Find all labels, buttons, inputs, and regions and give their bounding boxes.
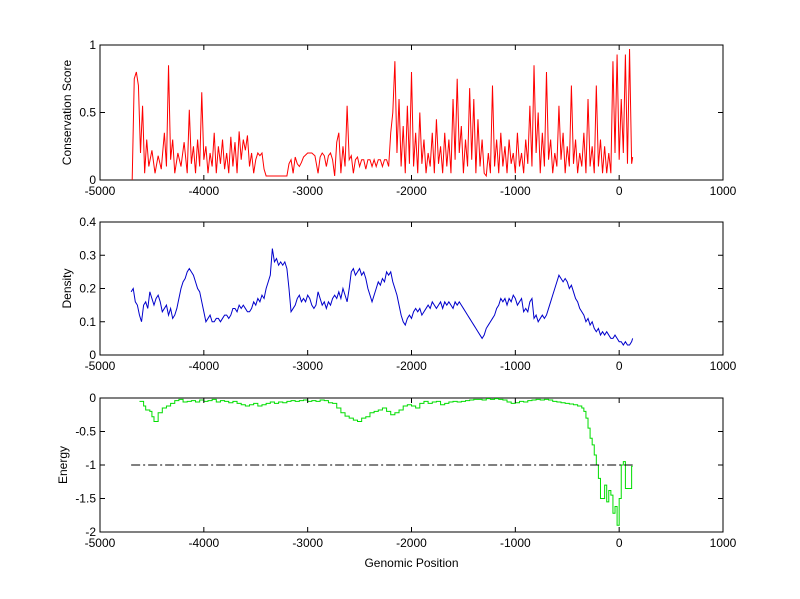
x-tick-label: -5000 [85, 359, 116, 373]
x-tick-label: -2000 [396, 359, 427, 373]
y-tick-label: 0 [89, 173, 96, 187]
x-tick-label: 0 [616, 536, 623, 550]
x-tick-label: 0 [616, 359, 623, 373]
x-tick-label: 1000 [710, 359, 737, 373]
x-tick-label: 1000 [710, 184, 737, 198]
x-tick-label: -1000 [500, 184, 531, 198]
x-axis-label: Genomic Position [364, 556, 458, 570]
x-axis-ticks: -5000 -4000 -3000 -2000 -1000 0 1000 [85, 398, 737, 550]
x-tick-label: -3000 [292, 536, 323, 550]
y-tick-label: 0.5 [79, 106, 96, 120]
y-axis-label: Density [60, 268, 74, 308]
y-tick-label: 0.4 [79, 215, 96, 229]
x-tick-label: -5000 [85, 184, 116, 198]
x-tick-label: -5000 [85, 536, 116, 550]
y-axis-label: Energy [56, 446, 70, 484]
y-tick-label: -1.5 [75, 492, 96, 506]
y-tick-label: 0.1 [79, 315, 96, 329]
y-tick-label: 0.3 [79, 248, 96, 262]
y-axis-ticks: -2 -1.5 -1 -0.5 0 [75, 391, 723, 539]
series-layer [130, 248, 634, 346]
x-axis-ticks: -5000 -4000 -3000 -2000 -1000 0 1000 [85, 45, 737, 198]
y-tick-label: 1 [89, 38, 96, 52]
y-tick-label: -0.5 [75, 425, 96, 439]
y-axis-ticks: 00.51 [79, 38, 723, 187]
series-line [130, 248, 634, 346]
panel-conservation: -5000 -4000 -3000 -2000 -1000 0 1000 00.51 Con… [60, 38, 737, 198]
x-tick-label: -2000 [396, 184, 427, 198]
x-tick-label: -4000 [188, 536, 219, 550]
y-tick-label: -2 [85, 525, 96, 539]
panel-density: -5000 -4000 -3000 -2000 -1000 0 1000 0 0.1 0.2 0.… [60, 215, 737, 373]
y-axis-label: Conservation Score [60, 59, 74, 165]
panel-energy: -5000 -4000 -3000 -2000 -1000 0 1000 -2-1.5-1-… [56, 391, 737, 570]
series-layer [131, 49, 634, 181]
x-tick-label: -1000 [500, 359, 531, 373]
series-line [131, 49, 634, 181]
x-tick-label: 1000 [710, 536, 737, 550]
x-tick-label: -3000 [292, 184, 323, 198]
x-tick-label: -4000 [188, 184, 219, 198]
x-tick-label: -3000 [292, 359, 323, 373]
x-axis-ticks: -5000 -4000 -3000 -2000 -1000 0 1000 [85, 222, 737, 373]
series-line [139, 398, 633, 526]
x-tick-label: 0 [616, 184, 623, 198]
y-axis-ticks: 0 0.1 0.2 0.3 0.4 [79, 215, 723, 362]
y-tick-label: 0 [89, 391, 96, 405]
x-tick-label: -1000 [500, 536, 531, 550]
y-tick-label: 0 [89, 348, 96, 362]
y-tick-label: 0.2 [79, 282, 96, 296]
y-tick-label: -1 [85, 458, 96, 472]
x-tick-label: -4000 [188, 359, 219, 373]
x-tick-label: -2000 [396, 536, 427, 550]
series-layer [131, 398, 633, 526]
